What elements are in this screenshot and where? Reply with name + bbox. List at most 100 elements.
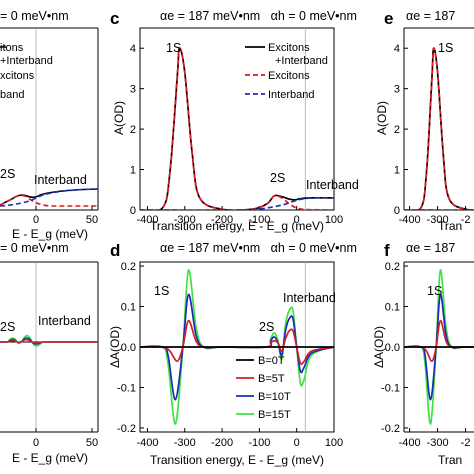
- panel-d-legend-0t: B=0T: [258, 355, 285, 367]
- panel-c-xticklabel-4: 0: [294, 214, 300, 226]
- panel-f-annotation-1s: 1S: [427, 284, 442, 298]
- panel-b-xlabel: E - E_g (meV): [12, 451, 88, 465]
- panel-d-annotation-2s: 2S: [259, 320, 274, 334]
- panel-a-annotation-interband: Interband: [34, 173, 87, 187]
- panel-e-xticks: -400 -300 -2: [399, 206, 471, 226]
- panel-b-annotation-interband: Interband: [38, 314, 91, 328]
- panel-e-series: [404, 47, 474, 210]
- panel-d-yticks: 0.2 0.1 0.0 -0.1 -0.2: [117, 261, 144, 435]
- panel-d-ylabel: ΔA(OD): [108, 326, 122, 368]
- panel-d-xticks: -400 -300 -200 -100 0 100: [136, 428, 343, 449]
- panel-e-xticklabel-1: -300: [427, 214, 449, 226]
- panel-d-letter: d: [110, 241, 120, 260]
- panel-d-xticklabel-2: -200: [211, 437, 233, 449]
- panel-a: = 0 meV•nm itons +Interband xcitons band…: [0, 9, 99, 241]
- panel-e-yticklabel-0: 0: [394, 205, 400, 217]
- panel-f-xticklabel-0: -400: [399, 437, 421, 449]
- panel-e-series-excitons-interband: [404, 47, 474, 210]
- panel-d-yticklabel-3: -0.1: [117, 382, 136, 394]
- panel-e-yticks: 0 1 2 3 4: [394, 43, 408, 217]
- panel-c-legend-interband: Interband: [268, 89, 314, 101]
- panel-a-ticklabel-50: 50: [86, 214, 98, 226]
- panel-f-ylabel: ΔA(OD): [372, 326, 386, 368]
- panel-d-header: αe = 187 meV•nm αh = 0 meV•nm: [160, 241, 357, 255]
- panel-f-yticklabel-1: 0.1: [385, 302, 400, 314]
- panel-b-curve-10t: [0, 337, 98, 345]
- panel-c-header: αe = 187 meV•nm αh = 0 meV•nm: [160, 9, 357, 23]
- panel-e-xticklabel-0: -400: [399, 214, 421, 226]
- panel-e: e αe = 187 0 1 2 3 4 -400 -300 -2 1S A(OD) Tra…: [375, 9, 474, 233]
- panel-f: f αe = 187 0.20.10.0-0.1-0.2 -400 -300 -2 …: [372, 241, 474, 467]
- panel-c-xticklabel-3: -100: [248, 214, 270, 226]
- panel-d-series-b-10t: [140, 293, 334, 401]
- panel-a-legend-2: +Interband: [0, 55, 53, 67]
- panel-e-xlabel: Tran: [438, 219, 462, 233]
- panel-c-legend-total-line1: Excitons: [268, 42, 310, 54]
- panel-c-letter: c: [110, 9, 119, 28]
- panel-f-series-b-10t: [404, 293, 474, 401]
- panel-d: d αe = 187 meV•nm αh = 0 meV•nm 0.20.10.…: [108, 241, 357, 467]
- panel-b-ticklabel-0: 0: [33, 437, 39, 449]
- panel-d-series-b-5t: [140, 319, 334, 366]
- panel-c-yticklabel-0: 0: [130, 205, 136, 217]
- panel-a-legend-3: xcitons: [0, 70, 35, 82]
- panel-c-annotation-interband: Interband: [306, 178, 359, 192]
- panel-b: = 0 meV•nm 2S Interband 0 50 E - E_g (me…: [0, 241, 99, 465]
- panel-c-xlabel: Transition energy, E - E_g (meV): [150, 219, 324, 233]
- panel-d-legend-15t: B=15T: [258, 409, 291, 421]
- panel-c-yticklabel-4: 4: [130, 43, 136, 55]
- panel-d-xticklabel-5: 100: [325, 437, 343, 449]
- panel-a-annotation-2s: 2S: [0, 167, 15, 181]
- panel-f-xlabel: Tran: [438, 453, 462, 467]
- panel-d-yticklabel-1: 0.1: [121, 302, 136, 314]
- panel-c-xticklabel-5: 100: [325, 214, 343, 226]
- panel-d-xticklabel-1: -300: [174, 437, 196, 449]
- panel-c-yticks: 0 1 2 3 4: [130, 43, 144, 217]
- panel-e-header: αe = 187: [406, 9, 455, 23]
- panel-d-series: [140, 269, 334, 425]
- panel-b-annotation-2s: 2S: [0, 320, 15, 334]
- panel-f-series: [404, 269, 474, 425]
- panel-d-xticklabel-0: -400: [136, 437, 158, 449]
- panel-f-yticklabel-3: -0.1: [381, 382, 400, 394]
- panel-e-annotation-1s: 1S: [438, 41, 453, 55]
- panel-c-xticklabel-0: -400: [136, 214, 158, 226]
- panel-d-xlabel: Transition energy, E - E_g (meV): [150, 453, 324, 467]
- panel-b-ticklabel-50: 50: [86, 437, 98, 449]
- panel-a-legend-1: itons: [0, 42, 24, 54]
- panel-c-yticklabel-1: 1: [130, 165, 136, 177]
- panel-f-header: αe = 187: [406, 241, 455, 255]
- panel-d-yticklabel-4: -0.2: [117, 423, 136, 435]
- panel-a-ticklabel-0: 0: [33, 214, 39, 226]
- panel-a-xlabel: E - E_g (meV): [12, 227, 88, 241]
- panel-c-xticklabel-1: -300: [174, 214, 196, 226]
- panel-f-xticks: -400 -300 -2: [399, 428, 471, 449]
- panel-c-yticklabel-3: 3: [130, 84, 136, 96]
- panel-d-legend-5t: B=5T: [258, 373, 285, 385]
- panel-a-header: = 0 meV•nm: [0, 9, 69, 23]
- panel-d-annotation-interband: Interband: [283, 291, 336, 305]
- panel-f-xticklabel-2: -2: [461, 437, 471, 449]
- panel-b-curve-15t: [0, 334, 98, 347]
- panel-c-series-interband: [140, 196, 334, 210]
- panel-f-series-b-5t: [404, 319, 474, 363]
- panel-c-legend-total-line2: +Interband: [275, 55, 328, 67]
- panel-b-curve-5t: [0, 338, 98, 344]
- panel-e-letter: e: [384, 9, 393, 28]
- panel-a-legend-4: band: [0, 89, 24, 101]
- panel-d-xticklabel-3: -100: [248, 437, 270, 449]
- panel-e-ylabel: A(OD): [375, 101, 389, 135]
- panel-c-yticklabel-2: 2: [130, 124, 136, 136]
- panel-a-curve-excitons: [0, 194, 98, 207]
- panel-f-yticklabel-0: 0.2: [385, 261, 400, 273]
- panel-d-annotation-1s: 1S: [154, 284, 169, 298]
- panel-c-series-excitons: [140, 47, 334, 210]
- panel-f-yticklabel-2: 0.0: [385, 342, 400, 354]
- panel-e-xticklabel-2: -2: [461, 214, 471, 226]
- panel-c-series: [140, 47, 334, 210]
- panel-d-xticklabel-4: 0: [294, 437, 300, 449]
- panel-e-yticklabel-4: 4: [394, 43, 400, 55]
- panel-c-ylabel: A(OD): [112, 101, 126, 135]
- panel-d-yticklabel-0: 0.2: [121, 261, 136, 273]
